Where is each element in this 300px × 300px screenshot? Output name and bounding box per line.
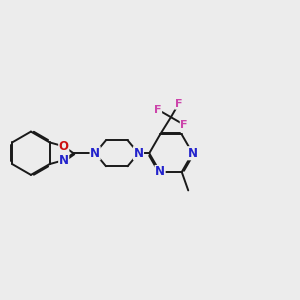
Text: O: O bbox=[59, 140, 69, 153]
Text: F: F bbox=[154, 105, 161, 115]
Text: N: N bbox=[59, 154, 69, 167]
Text: N: N bbox=[90, 147, 100, 160]
Text: N: N bbox=[155, 166, 165, 178]
Text: F: F bbox=[175, 99, 182, 109]
Text: F: F bbox=[180, 120, 188, 130]
Text: N: N bbox=[188, 147, 198, 160]
Text: N: N bbox=[134, 147, 143, 160]
